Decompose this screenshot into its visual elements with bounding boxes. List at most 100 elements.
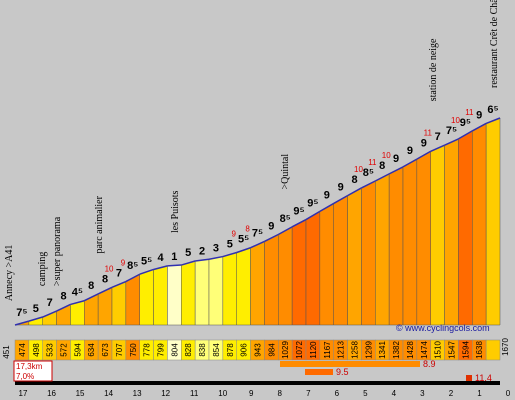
altitude-value: 778 (143, 343, 152, 357)
profile-segment (347, 187, 362, 326)
grade-label: 1 (171, 251, 177, 263)
profile-line (264, 233, 279, 243)
km-tick-label: 12 (161, 389, 170, 398)
profile-segment (236, 247, 251, 326)
grade-label: 8 (88, 280, 94, 292)
profile-line (139, 268, 154, 275)
profile-segment (305, 210, 321, 326)
profile-line (250, 240, 265, 249)
altitude-value: 854 (212, 343, 221, 357)
profile-segment (458, 130, 473, 326)
profile-segment (222, 252, 237, 326)
grade-label: 7 (435, 131, 441, 143)
steep-section-bar (305, 369, 333, 375)
km-tick-label: 6 (335, 389, 340, 398)
place-label: les Puisots (170, 190, 181, 233)
km-tick-label: 10 (218, 389, 227, 398)
profile-line (347, 187, 362, 197)
altitude-value: 1167 (323, 341, 332, 359)
max-grade-label: 11 (465, 108, 474, 117)
profile-line (42, 310, 57, 318)
altitude-value: 572 (60, 343, 69, 357)
profile-segment (444, 138, 459, 326)
grade-label: 7⁵ (16, 307, 27, 319)
km-tick-label: 2 (449, 389, 454, 398)
km-tick-label: 17 (19, 389, 28, 398)
credit-text: © www.cyclingcols.com (396, 323, 490, 333)
profile-segment (84, 293, 99, 326)
profile-line (388, 166, 404, 175)
altitude-value: 943 (254, 343, 263, 357)
profile-segment (388, 166, 404, 326)
profile-line (181, 260, 196, 266)
profile-segment (181, 260, 196, 326)
profile-segment (167, 264, 182, 326)
profile-segment (472, 123, 487, 326)
grade-label: 4 (157, 252, 164, 264)
max-grade-label: 11 (368, 158, 377, 167)
altitude-value: 799 (157, 343, 166, 357)
profile-segment (291, 219, 307, 326)
start-altitude: 451 (2, 345, 11, 359)
grade-label: 8 (379, 160, 385, 172)
profile-line (305, 210, 321, 221)
altitude-value: 1594 (461, 341, 470, 359)
altitude-value: 750 (129, 343, 138, 357)
altitude-value: 1428 (406, 341, 415, 359)
altitude-value: 707 (115, 343, 124, 357)
altitude-value: 634 (87, 343, 96, 357)
end-altitude: 1670 (501, 338, 510, 356)
altitude-value: 533 (46, 343, 55, 357)
profile-line (333, 194, 348, 205)
place-label: >Quintal (280, 154, 291, 190)
altitude-value: 828 (184, 343, 193, 357)
profile-line (56, 303, 71, 312)
steep-section-value: 9.5 (336, 367, 349, 377)
grade-label: 5 (33, 303, 39, 315)
profile-segment (319, 202, 334, 326)
summary-distance: 17,3km (16, 362, 43, 371)
profile-segment (430, 144, 445, 326)
profile-line (14, 320, 30, 326)
grade-label: 9 (476, 109, 482, 121)
profile-segment (485, 117, 501, 326)
altitude-value: 878 (226, 343, 235, 357)
profile-line (319, 202, 335, 213)
profile-line (471, 122, 487, 132)
profile-segment (111, 281, 127, 326)
km-tick-label: 13 (133, 389, 142, 398)
altitude-value: 1547 (448, 341, 457, 359)
profile-segment (416, 150, 431, 326)
profile-line (291, 218, 307, 228)
grade-label: 9 (421, 137, 427, 149)
profile-line (125, 273, 141, 283)
profile-segment (208, 256, 224, 326)
profile-line (208, 255, 224, 261)
grade-label: 7⁵ (252, 227, 263, 239)
grade-label: 4⁵ (72, 287, 83, 299)
max-grade-label: 9 (232, 229, 237, 238)
altitude-value: 906 (240, 343, 249, 357)
profile-line (430, 144, 445, 152)
km-tick-label: 14 (104, 389, 113, 398)
grade-label: 8 (60, 290, 66, 302)
grade-label: 5 (227, 238, 233, 250)
profile-segment (278, 226, 293, 326)
grade-label: 8 (351, 174, 357, 186)
profile-line (444, 138, 459, 146)
profile-areas (14, 117, 501, 326)
grade-label: 7⁵ (446, 125, 457, 137)
altitude-value: 1638 (475, 341, 484, 359)
altitude-value: 1029 (281, 341, 290, 359)
profile-line (277, 226, 293, 236)
altitude-value: 1120 (309, 341, 318, 359)
profile-line (361, 180, 376, 189)
grade-label: 9 (338, 182, 344, 194)
profile-line (236, 247, 251, 254)
altitude-value: 1213 (337, 341, 346, 359)
profile-segment (139, 269, 154, 326)
steep-section-value: 11.4 (475, 373, 492, 383)
grade-label: 3 (213, 243, 219, 255)
profile-segment (194, 259, 210, 326)
